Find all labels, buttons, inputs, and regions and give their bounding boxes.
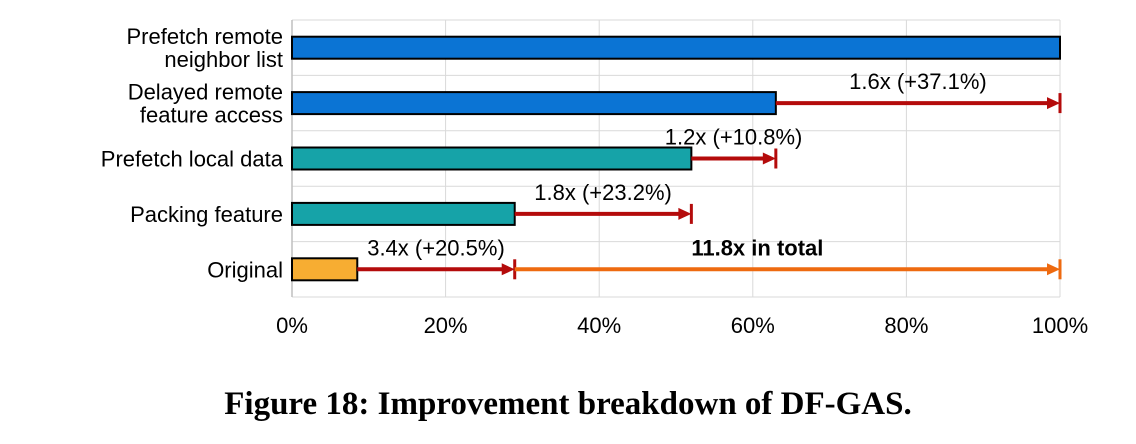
x-tick-label: 60% — [731, 313, 775, 338]
category-label: Prefetch local data — [101, 147, 284, 172]
category-label: Original — [207, 257, 283, 282]
x-tick-label: 40% — [577, 313, 621, 338]
category-label: Prefetch remote — [126, 24, 283, 49]
category-label: feature access — [140, 103, 283, 128]
improvement-arrow-head — [501, 263, 515, 276]
total-label: 11.8x in total — [691, 235, 823, 260]
x-tick-label: 20% — [424, 313, 468, 338]
bar — [291, 146, 693, 171]
x-axis-ticks: 0% 20% 40% 60% 80% 100% — [276, 313, 1088, 338]
category-label: Packing feature — [130, 202, 283, 227]
category-label: neighbor list — [164, 47, 283, 72]
improvement-arrow-head — [1047, 97, 1060, 110]
x-tick-label: 100% — [1032, 313, 1088, 338]
improvement-label: 3.4x (+20.5%) — [367, 235, 505, 260]
category-label: Delayed remote — [128, 80, 283, 105]
bars — [291, 35, 1061, 282]
total-arrow-head — [1047, 263, 1060, 276]
improvement-arrows: 1.6x (+37.1%) 1.2x (+10.8%) 1.8x (+23.2%) 3… — [357, 69, 1062, 280]
x-tick-label: 0% — [276, 313, 308, 338]
improvement-arrow-head — [678, 207, 692, 220]
bar — [291, 91, 777, 116]
figure-caption: Figure 18: Improvement breakdown of DF-G… — [224, 386, 912, 422]
improvement-label: 1.8x (+23.2%) — [534, 180, 672, 205]
x-tick-label: 80% — [884, 313, 928, 338]
improvement-breakdown-chart: 0% 20% 40% 60% 80% 100% Prefetch remoteneighb… — [101, 19, 1088, 338]
bar — [291, 35, 1061, 60]
improvement-label: 1.6x (+37.1%) — [849, 69, 987, 94]
bar — [291, 257, 359, 282]
improvement-label: 1.2x (+10.8%) — [665, 125, 803, 150]
improvement-arrow-head — [762, 152, 776, 165]
bar — [291, 201, 516, 226]
